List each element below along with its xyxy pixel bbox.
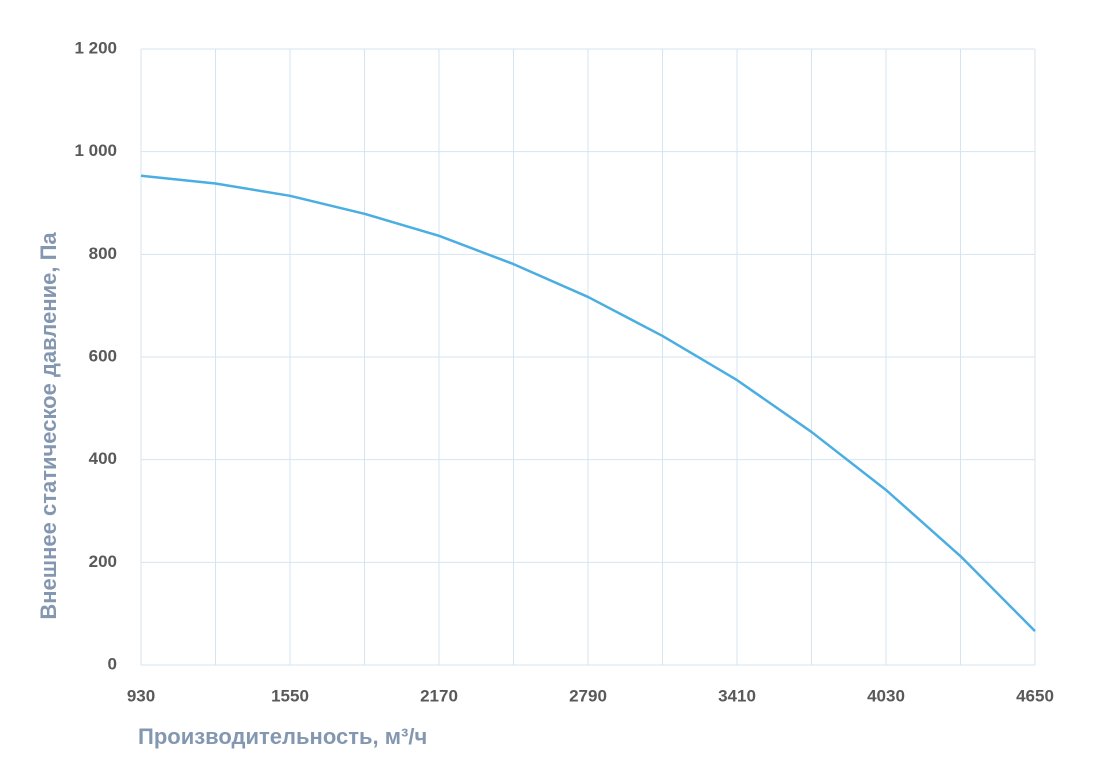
x-axis-title: Производительность, м³/ч — [138, 724, 427, 749]
y-tick-label: 200 — [89, 552, 117, 571]
y-axis-title: Внешнее статическое давление, Па — [36, 232, 61, 620]
y-tick-label: 0 — [108, 654, 117, 673]
y-tick-label: 800 — [89, 244, 117, 263]
y-tick-label: 1 200 — [74, 38, 117, 57]
line-series — [140, 174, 1036, 633]
y-tick-label: 400 — [89, 449, 117, 468]
y-tick-label: 1 000 — [74, 141, 117, 160]
x-tick-label: 4650 — [1016, 686, 1054, 705]
y-tick-label: 600 — [89, 346, 117, 365]
x-tick-label: 3410 — [718, 686, 756, 705]
x-tick-label: 2790 — [569, 686, 607, 705]
x-tick-label: 2170 — [420, 686, 458, 705]
x-tick-label: 4030 — [867, 686, 905, 705]
x-tick-label: 930 — [127, 686, 155, 705]
x-tick-label: 1550 — [271, 686, 309, 705]
